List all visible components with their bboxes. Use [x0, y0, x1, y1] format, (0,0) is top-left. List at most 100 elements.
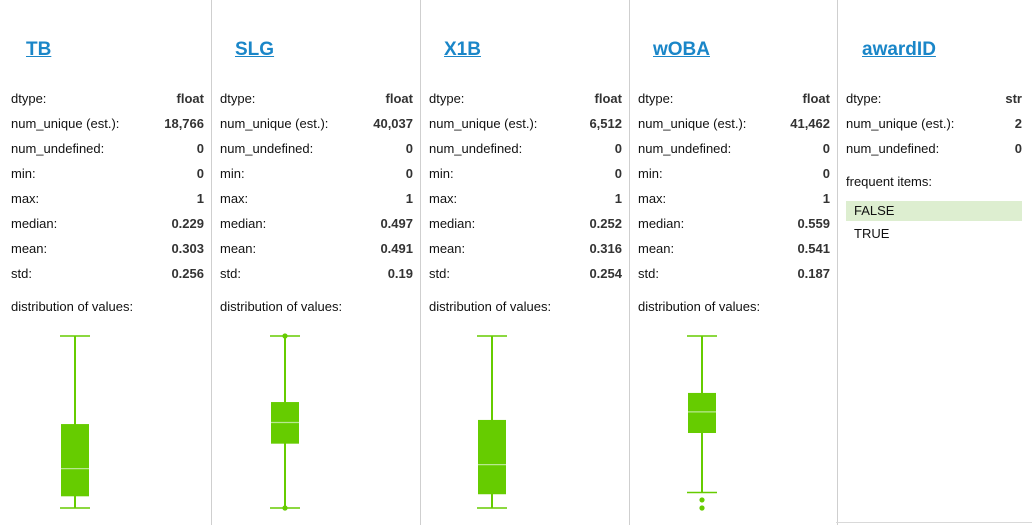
- stat-row-max: max: 1: [638, 189, 830, 209]
- stat-value: 1: [822, 191, 830, 206]
- stat-row-dtype: dtype: float: [638, 89, 830, 109]
- outlier-point: [699, 497, 705, 503]
- column-title-link[interactable]: TB: [26, 39, 52, 60]
- stat-value: float: [594, 91, 622, 106]
- stat-label: median:: [638, 216, 685, 231]
- frequent-items-label: frequent items:: [846, 174, 932, 189]
- column-title-link[interactable]: awardID: [862, 39, 936, 60]
- stat-value: 18,766: [164, 116, 204, 131]
- stat-label: num_unique (est.):: [846, 116, 955, 131]
- stat-value: 0.187: [797, 266, 830, 281]
- stat-row-num-unique: num_unique (est.): 18,766: [11, 114, 204, 134]
- stat-row-num-unique: num_unique (est.): 41,462: [638, 114, 830, 134]
- stat-label: num_unique (est.):: [429, 116, 538, 131]
- stat-row-num-undefined: num_undefined: 0: [11, 139, 204, 159]
- stat-label: num_unique (est.):: [220, 116, 329, 131]
- stat-label: dtype:: [220, 91, 256, 106]
- stat-value: 0.491: [380, 241, 413, 256]
- stat-value: 0: [822, 166, 830, 181]
- stat-row-dtype: dtype: float: [220, 89, 413, 109]
- stat-label: mean:: [638, 241, 675, 256]
- stat-row-median: median: 0.229: [11, 214, 204, 234]
- stat-value: 0.316: [589, 241, 622, 256]
- stat-value: 6,512: [589, 116, 622, 131]
- stat-row-min: min: 0: [429, 164, 622, 184]
- stat-label: num_undefined:: [638, 141, 732, 156]
- stat-label: max:: [429, 191, 458, 206]
- stat-value: str: [1005, 91, 1022, 106]
- stat-label: max:: [638, 191, 667, 206]
- stat-value: 41,462: [790, 116, 830, 131]
- stat-value: float: [802, 91, 830, 106]
- stat-row-std: std: 0.187: [638, 264, 830, 284]
- frequent-item: TRUE: [854, 226, 890, 241]
- stat-label: dtype:: [429, 91, 465, 106]
- stat-label: dtype:: [638, 91, 674, 106]
- stat-label: std:: [220, 266, 241, 281]
- stat-label: std:: [11, 266, 32, 281]
- box-iqr: [478, 419, 506, 495]
- stat-row-mean: mean: 0.491: [220, 239, 413, 259]
- stat-label: num_unique (est.):: [11, 116, 120, 131]
- stat-value: 0.19: [387, 266, 413, 281]
- stat-value: float: [385, 91, 413, 106]
- stat-label: std:: [638, 266, 659, 281]
- stat-value: 0: [196, 166, 204, 181]
- column-panel-woba: wOBA dtype: float num_unique (est.): 41,46…: [630, 0, 838, 525]
- stat-row-median: median: 0.559: [638, 214, 830, 234]
- stat-label: num_undefined:: [846, 141, 940, 156]
- stat-label: std:: [429, 266, 450, 281]
- stat-row-num-undefined: num_undefined: 0: [429, 139, 622, 159]
- column-panel-x1b: X1B dtype: float num_unique (est.): 6,512 …: [421, 0, 630, 525]
- column-title-link[interactable]: SLG: [235, 39, 275, 60]
- stat-row-std: std: 0.256: [11, 264, 204, 284]
- stat-value: 0: [822, 141, 830, 156]
- distribution-label: distribution of values:: [220, 299, 343, 314]
- stat-label: median:: [429, 216, 476, 231]
- stat-row-mean: mean: 0.541: [638, 239, 830, 259]
- stat-label: median:: [220, 216, 267, 231]
- bottom-divider: [836, 522, 1032, 526]
- stat-value: 0: [405, 166, 413, 181]
- stat-row-num-unique: num_unique (est.): 40,037: [220, 114, 413, 134]
- stat-value: 0.559: [797, 216, 830, 231]
- stat-value: 0: [1014, 141, 1022, 156]
- stat-row-dtype: dtype: str: [846, 89, 1022, 109]
- stat-row-std: std: 0.19: [220, 264, 413, 284]
- stat-label: num_unique (est.):: [638, 116, 747, 131]
- stat-label: min:: [429, 166, 454, 181]
- distribution-label: distribution of values:: [638, 299, 761, 314]
- stat-value: 1: [196, 191, 204, 206]
- column-title-link[interactable]: X1B: [444, 39, 481, 60]
- stat-row-num-undefined: num_undefined: 0: [846, 139, 1022, 159]
- stat-row-dtype: dtype: float: [11, 89, 204, 109]
- stat-value: 0.254: [589, 266, 622, 281]
- stat-row-min: min: 0: [220, 164, 413, 184]
- stat-value: 0.229: [171, 216, 204, 231]
- column-panel-slg: SLG dtype: float num_unique (est.): 40,037…: [212, 0, 421, 525]
- stat-row-mean: mean: 0.316: [429, 239, 622, 259]
- stat-label: dtype:: [11, 91, 47, 106]
- stat-row-mean: mean: 0.303: [11, 239, 204, 259]
- stat-row-max: max: 1: [220, 189, 413, 209]
- stat-label: min:: [638, 166, 663, 181]
- stat-label: median:: [11, 216, 58, 231]
- stat-value: 40,037: [373, 116, 413, 131]
- stat-value: 0: [614, 141, 622, 156]
- boxplot: [60, 335, 90, 509]
- stat-row-num-unique: num_unique (est.): 2: [846, 114, 1022, 134]
- stat-label: min:: [220, 166, 245, 181]
- stat-label: mean:: [11, 241, 48, 256]
- column-title-link[interactable]: wOBA: [653, 39, 710, 60]
- stat-value: 1: [405, 191, 413, 206]
- box-iqr: [688, 392, 716, 434]
- stat-label: num_undefined:: [429, 141, 523, 156]
- distribution-label: distribution of values:: [11, 299, 134, 314]
- boxplot: [477, 335, 507, 509]
- stat-row-num-unique: num_unique (est.): 6,512: [429, 114, 622, 134]
- boxplot: [270, 333, 300, 511]
- stat-row-max: max: 1: [429, 189, 622, 209]
- stat-value: 2: [1014, 116, 1022, 131]
- stat-value: 0.303: [171, 241, 204, 256]
- box-iqr: [61, 424, 89, 497]
